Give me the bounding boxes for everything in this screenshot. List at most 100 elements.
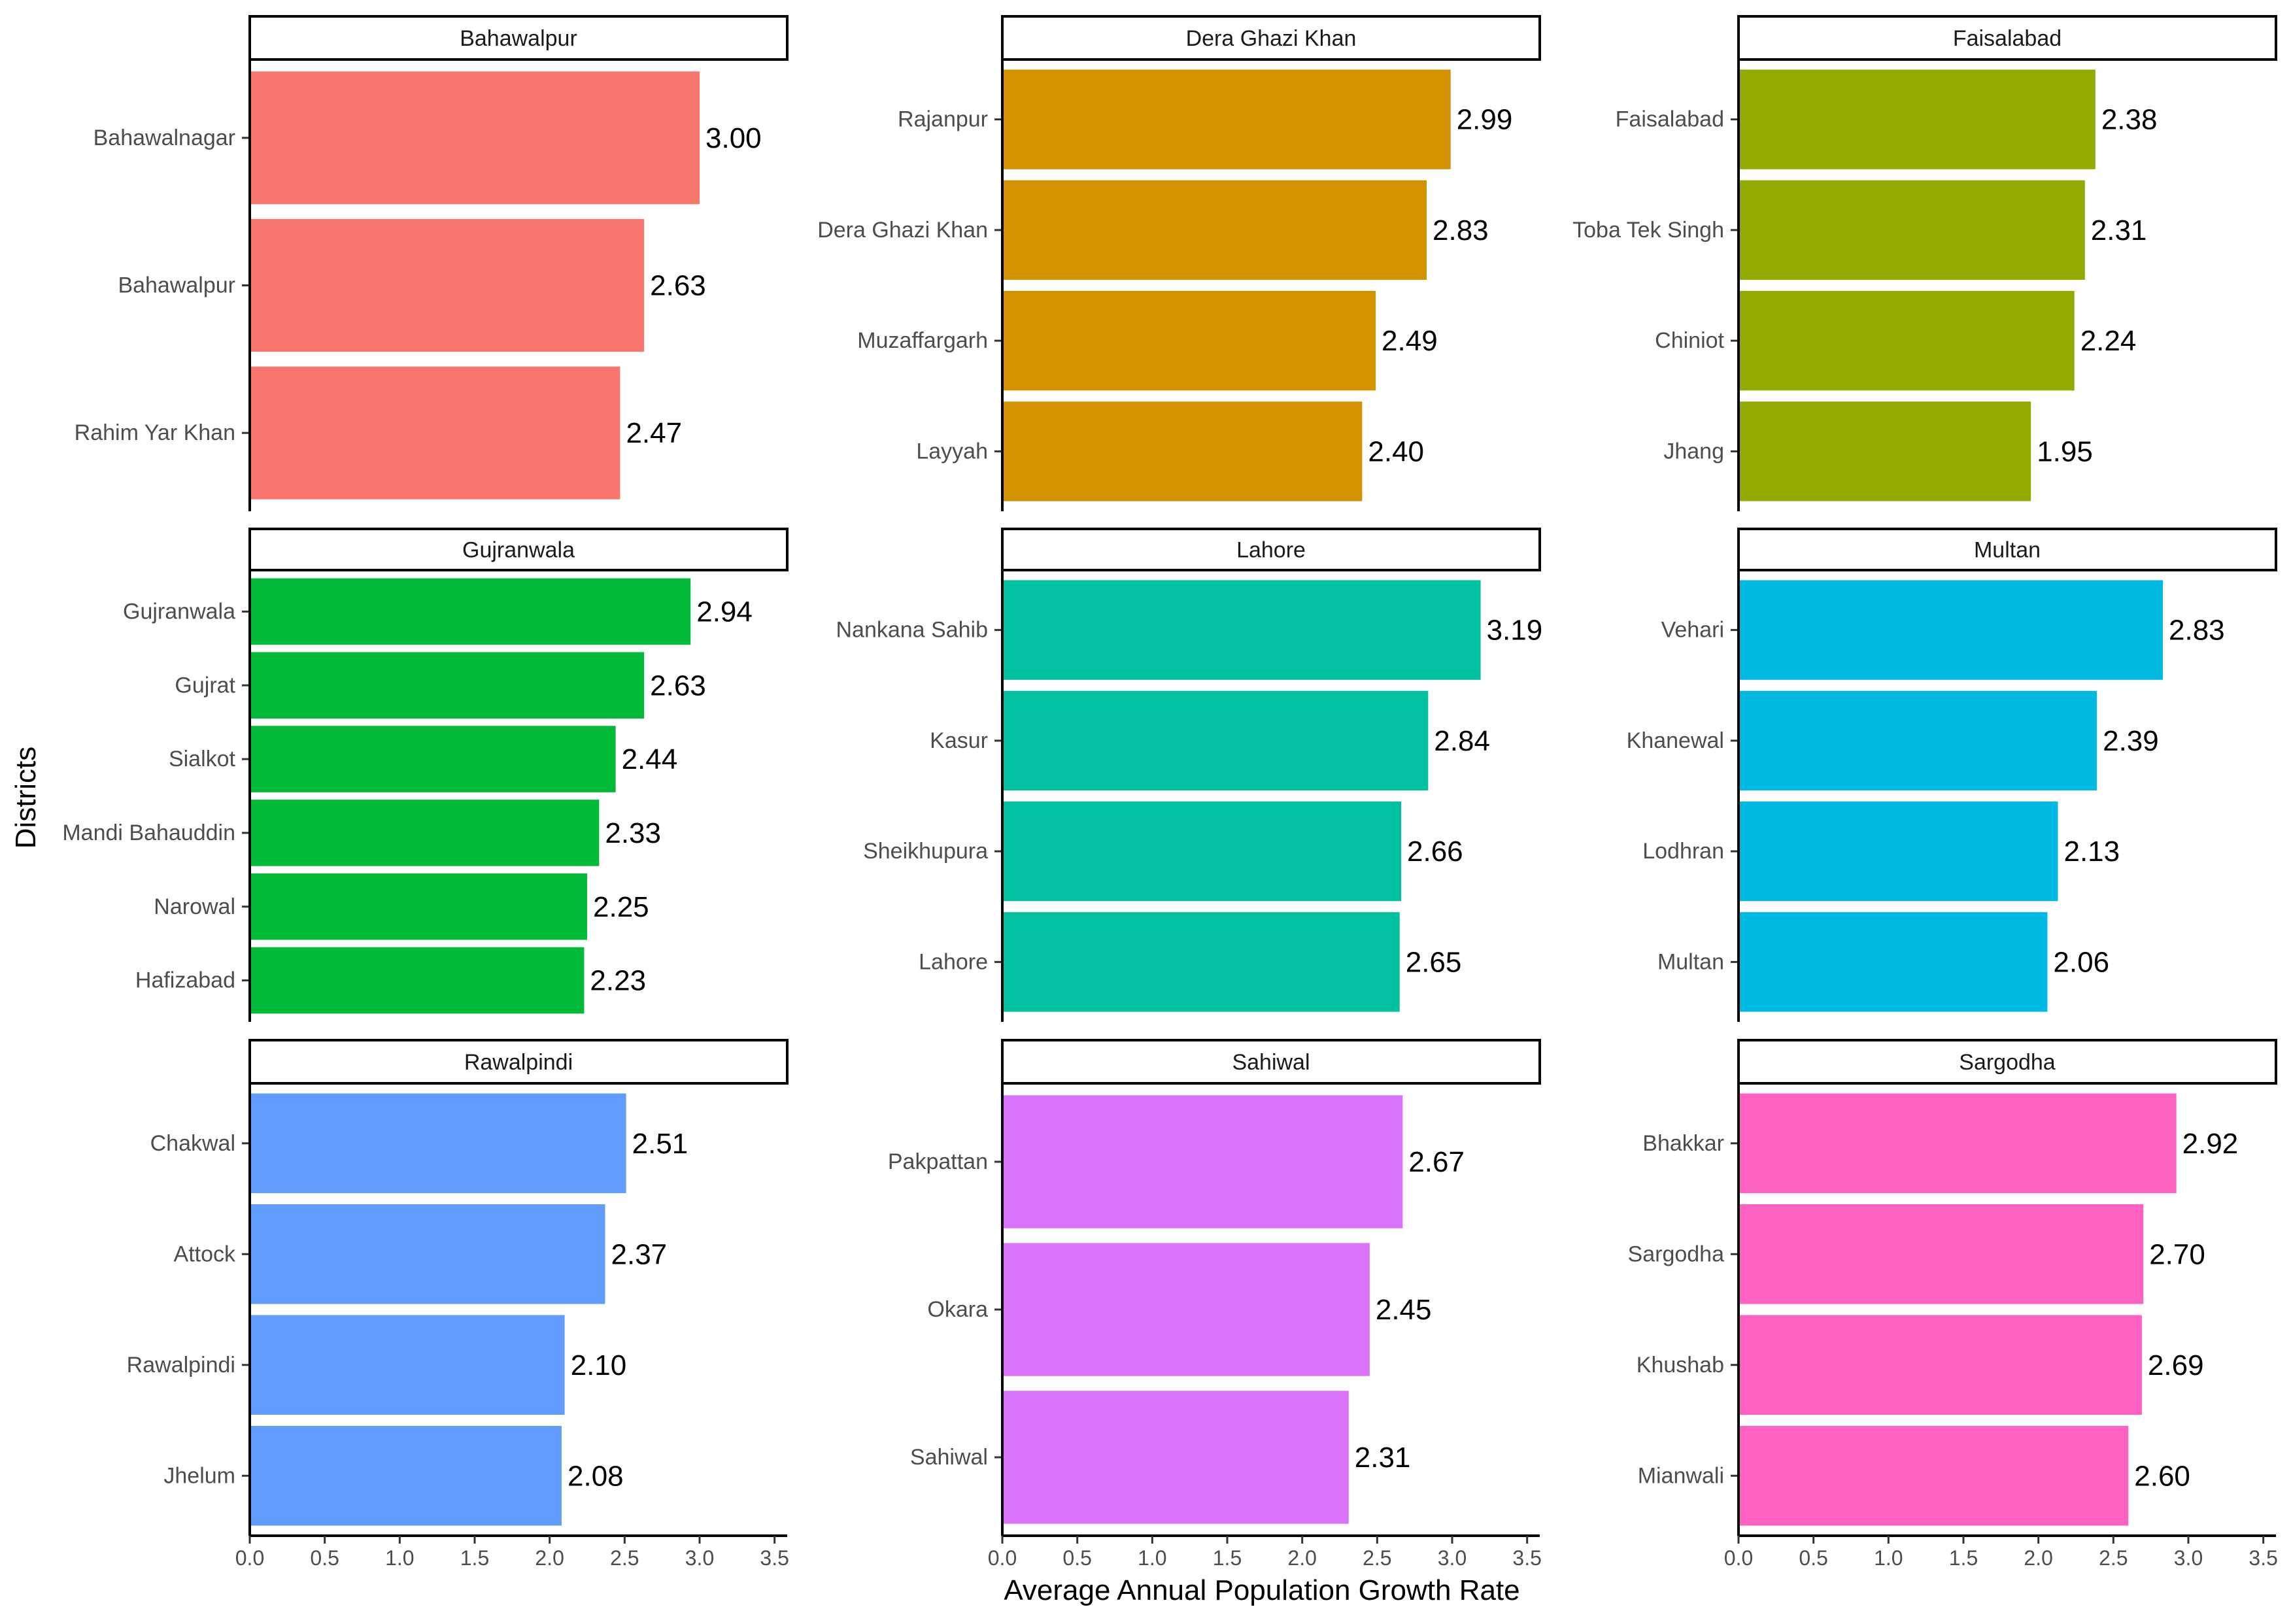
bar — [1739, 1093, 2177, 1194]
bar — [250, 947, 585, 1014]
bar-value-label: 2.99 — [1457, 104, 1513, 136]
bar-value-label: 2.31 — [1355, 1442, 1411, 1474]
category-label: Sahiwal — [910, 1445, 988, 1470]
facet-title: Faisalabad — [1953, 26, 2062, 51]
bar — [1002, 401, 1363, 501]
x-tick-label: 3.0 — [685, 1546, 714, 1570]
bar — [1739, 69, 2096, 169]
category-label: Vehari — [1661, 618, 1724, 643]
bar-value-label: 2.31 — [2091, 214, 2147, 246]
bar-value-label: 2.49 — [1382, 325, 1438, 357]
facet-title: Dera Ghazi Khan — [1186, 26, 1357, 51]
bar-value-label: 3.19 — [1487, 615, 1543, 647]
bar — [1002, 69, 1451, 169]
bar — [250, 218, 645, 352]
bar — [1002, 912, 1400, 1012]
x-tick-label: 3.0 — [2174, 1546, 2203, 1570]
bar — [1002, 690, 1429, 791]
bar-value-label: 2.10 — [571, 1349, 627, 1381]
bar — [1739, 690, 2097, 791]
bar — [1002, 1391, 1349, 1524]
category-label: Jhelum — [163, 1463, 235, 1488]
facet-title: Bahawalpur — [460, 26, 577, 51]
category-label: Bhakkar — [1642, 1131, 1724, 1156]
facet-strip — [1001, 15, 1541, 61]
bar-value-label: 2.24 — [2080, 325, 2137, 357]
bar-value-label: 2.60 — [2134, 1460, 2190, 1492]
x-tick-label: 2.5 — [610, 1546, 639, 1570]
bar-value-label: 2.08 — [568, 1460, 624, 1492]
category-label: Gujrat — [175, 673, 235, 698]
bar-value-label: 2.06 — [2053, 946, 2109, 978]
bar — [250, 71, 700, 205]
x-tick-label: 1.0 — [385, 1546, 414, 1570]
facet-title: Sahiwal — [1232, 1050, 1310, 1075]
facet-strip — [248, 528, 789, 571]
x-tick-label: 3.5 — [1512, 1546, 1541, 1570]
bar-value-label: 2.63 — [650, 669, 706, 702]
x-tick-label: 1.5 — [460, 1546, 489, 1570]
bar — [250, 800, 600, 866]
category-label: Dera Ghazi Khan — [817, 218, 988, 243]
category-label: Jhang — [1663, 439, 1724, 464]
x-tick-label: 0.0 — [1724, 1546, 1753, 1570]
bar-value-label: 2.69 — [2148, 1349, 2204, 1381]
bar — [1739, 401, 2031, 501]
facet-strip — [1001, 1039, 1541, 1085]
bar-value-label: 2.37 — [611, 1238, 668, 1270]
category-label: Layyah — [916, 439, 988, 464]
bar — [1739, 801, 2058, 902]
category-label: Sheikhupura — [863, 839, 988, 864]
y-axis-title: Districts — [10, 747, 42, 849]
bar — [250, 1315, 565, 1415]
facet-strip — [1737, 1039, 2277, 1085]
bar-value-label: 2.13 — [2063, 836, 2120, 868]
category-label: Mianwali — [1638, 1463, 1724, 1488]
bar-value-label: 2.63 — [650, 270, 706, 302]
x-tick-label: 3.0 — [1438, 1546, 1467, 1570]
bar-value-label: 2.40 — [1368, 435, 1424, 467]
x-tick-label: 2.0 — [2024, 1546, 2052, 1570]
category-label: Muzaffargarh — [857, 328, 988, 353]
facet-strip — [248, 15, 789, 61]
category-label: Hafizabad — [135, 968, 235, 993]
x-tick-label: 0.0 — [988, 1546, 1017, 1570]
x-tick-label: 1.5 — [1949, 1546, 1978, 1570]
bar — [1739, 1315, 2142, 1415]
bar-value-label: 2.23 — [590, 965, 646, 997]
facet-title: Sargodha — [1959, 1050, 2056, 1075]
bar-value-label: 2.92 — [2182, 1128, 2239, 1160]
x-tick-label: 0.5 — [1062, 1546, 1091, 1570]
bar-value-label: 2.45 — [1376, 1294, 1432, 1326]
x-tick-label: 0.0 — [235, 1546, 264, 1570]
bar — [1739, 1425, 2129, 1526]
x-tick-label: 2.0 — [1287, 1546, 1316, 1570]
x-tick-label: 1.0 — [1874, 1546, 1903, 1570]
category-label: Chiniot — [1655, 328, 1724, 353]
category-label: Toba Tek Singh — [1572, 218, 1724, 243]
category-label: Faisalabad — [1616, 107, 1724, 132]
category-label: Rawalpindi — [127, 1353, 235, 1378]
x-tick-label: 2.5 — [1363, 1546, 1391, 1570]
category-label: Narowal — [154, 894, 235, 919]
bar — [250, 873, 587, 940]
category-label: Multan — [1657, 949, 1724, 974]
bar-value-label: 2.25 — [593, 891, 649, 923]
bar — [250, 1204, 605, 1304]
bar-value-label: 2.66 — [1407, 836, 1463, 868]
x-tick-label: 2.5 — [2099, 1546, 2128, 1570]
bar-value-label: 2.67 — [1408, 1146, 1465, 1178]
facet-title: Multan — [1974, 538, 2041, 563]
x-tick-label: 3.5 — [760, 1546, 789, 1570]
category-label: Mandi Bahauddin — [62, 820, 235, 845]
bar — [1739, 1204, 2144, 1304]
category-label: Attock — [174, 1242, 236, 1266]
bar — [1739, 912, 2048, 1012]
category-label: Rajanpur — [898, 107, 988, 132]
facet-strip — [1737, 528, 2277, 571]
bar — [1739, 290, 2075, 391]
category-label: Pakpattan — [888, 1149, 988, 1174]
bar-value-label: 2.70 — [2149, 1238, 2205, 1270]
x-tick-label: 1.0 — [1138, 1546, 1166, 1570]
